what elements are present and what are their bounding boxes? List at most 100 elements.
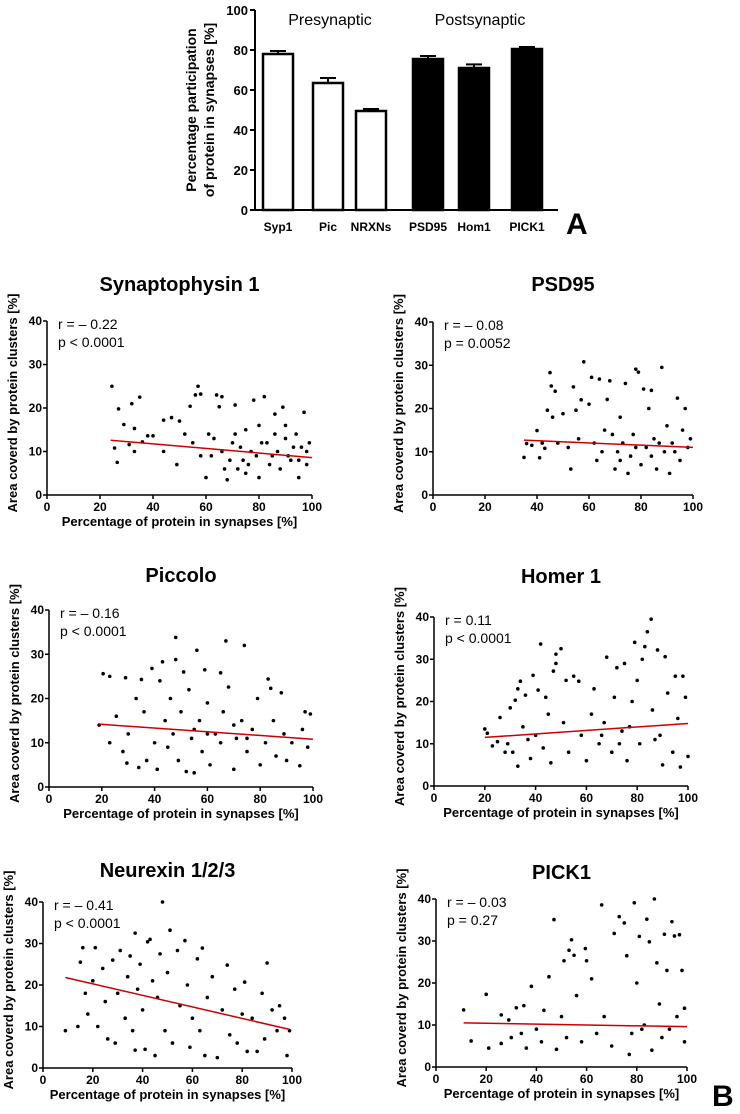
panel-label-a: A — [566, 208, 588, 241]
y-tick-label: 40 — [31, 603, 45, 617]
data-point — [634, 445, 638, 450]
y-axis-label: Area coverd by protein clusters [%] — [394, 869, 409, 1088]
data-point — [620, 729, 624, 733]
data-point — [655, 961, 659, 965]
data-point — [116, 407, 121, 411]
data-point — [135, 987, 140, 991]
x-tick-label: 80 — [254, 792, 268, 806]
x-tick-label: 40 — [530, 500, 544, 514]
y-tick-label: 0 — [31, 1061, 38, 1075]
y-tick-label: 10 — [29, 445, 43, 459]
data-point — [267, 462, 272, 467]
y-tick-label: 0 — [422, 779, 429, 793]
x-axis-label: Percentage of protein in synapses [%] — [50, 1087, 286, 1102]
data-point — [63, 1028, 68, 1033]
x-tick-label: 100 — [303, 792, 323, 806]
data-point — [93, 945, 98, 950]
data-point — [133, 1048, 137, 1052]
data-point — [161, 449, 166, 454]
data-point — [654, 467, 659, 471]
data-point — [589, 712, 594, 716]
data-point — [78, 960, 83, 964]
y-tick-label: 60 — [234, 83, 248, 98]
data-point — [518, 679, 523, 684]
data-point — [589, 375, 594, 380]
data-point — [675, 1014, 679, 1019]
data-point — [221, 709, 226, 714]
scatter-panel-piccolo: Piccolo 0 10 20 30 40 0 20 40 60 80 100 r = – 0.16 p … — [7, 565, 323, 821]
data-point — [499, 1041, 504, 1046]
data-point — [589, 977, 594, 981]
data-point — [623, 381, 628, 386]
data-point — [673, 449, 677, 454]
data-point — [205, 701, 210, 705]
data-point — [134, 696, 138, 701]
data-point — [245, 1049, 249, 1054]
data-point — [217, 404, 222, 409]
data-point — [305, 745, 310, 749]
data-point — [198, 392, 203, 396]
data-point — [257, 475, 261, 480]
data-point — [176, 758, 181, 763]
data-point — [537, 456, 542, 460]
data-point — [233, 432, 237, 436]
data-point — [76, 1024, 80, 1029]
x-tick-label: 20 — [478, 500, 492, 514]
data-point — [243, 427, 248, 432]
data-point — [255, 1049, 259, 1054]
data-point — [682, 1040, 687, 1044]
data-point — [114, 714, 119, 718]
data-point — [617, 741, 622, 746]
data-point — [190, 441, 195, 445]
data-point — [232, 723, 236, 727]
data-point — [604, 655, 609, 659]
data-point — [625, 758, 629, 763]
x-tick-label: 0 — [430, 500, 437, 514]
x-tick-label: 40 — [136, 1073, 150, 1087]
data-point — [251, 398, 256, 402]
data-point — [632, 900, 637, 905]
x-tick-label: Hom1 — [457, 220, 491, 234]
data-point — [649, 454, 654, 458]
data-point — [95, 1024, 100, 1029]
data-point — [122, 422, 126, 427]
data-point — [227, 1033, 232, 1037]
data-point — [569, 937, 574, 942]
data-point — [649, 388, 654, 393]
data-point — [583, 946, 588, 951]
data-point — [232, 767, 236, 772]
data-point — [220, 1008, 225, 1012]
regression-line — [523, 439, 694, 449]
data-point — [86, 1012, 90, 1016]
x-tick-label: 40 — [146, 500, 160, 514]
data-point — [645, 917, 649, 921]
scatter-panel-neurexin-1-2-3: Neurexin 1/2/3 0 10 20 30 40 0 20 40 60 80 100 r = –… — [1, 860, 302, 1102]
data-point — [637, 741, 642, 746]
bar-pic — [311, 81, 345, 212]
data-point — [644, 445, 648, 450]
data-point — [242, 980, 247, 984]
data-point — [254, 454, 259, 458]
y-tick-label: 10 — [415, 445, 429, 459]
y-tick-label: 30 — [29, 358, 43, 372]
data-point — [298, 763, 302, 768]
x-tick-label: 20 — [93, 500, 107, 514]
x-tick-label: 60 — [580, 791, 594, 805]
data-point — [175, 462, 179, 467]
data-point — [132, 426, 137, 431]
data-point — [643, 644, 647, 649]
data-point — [548, 370, 552, 375]
data-point — [125, 761, 129, 765]
data-point — [579, 733, 584, 738]
data-point — [218, 671, 223, 675]
data-point — [542, 1008, 546, 1013]
data-point — [579, 398, 583, 402]
data-point — [115, 991, 120, 996]
bar-hom1 — [457, 66, 491, 212]
data-point — [103, 999, 108, 1004]
data-point — [608, 379, 612, 383]
data-point — [567, 948, 571, 953]
stat-r: r = – 0.22 — [58, 316, 118, 332]
